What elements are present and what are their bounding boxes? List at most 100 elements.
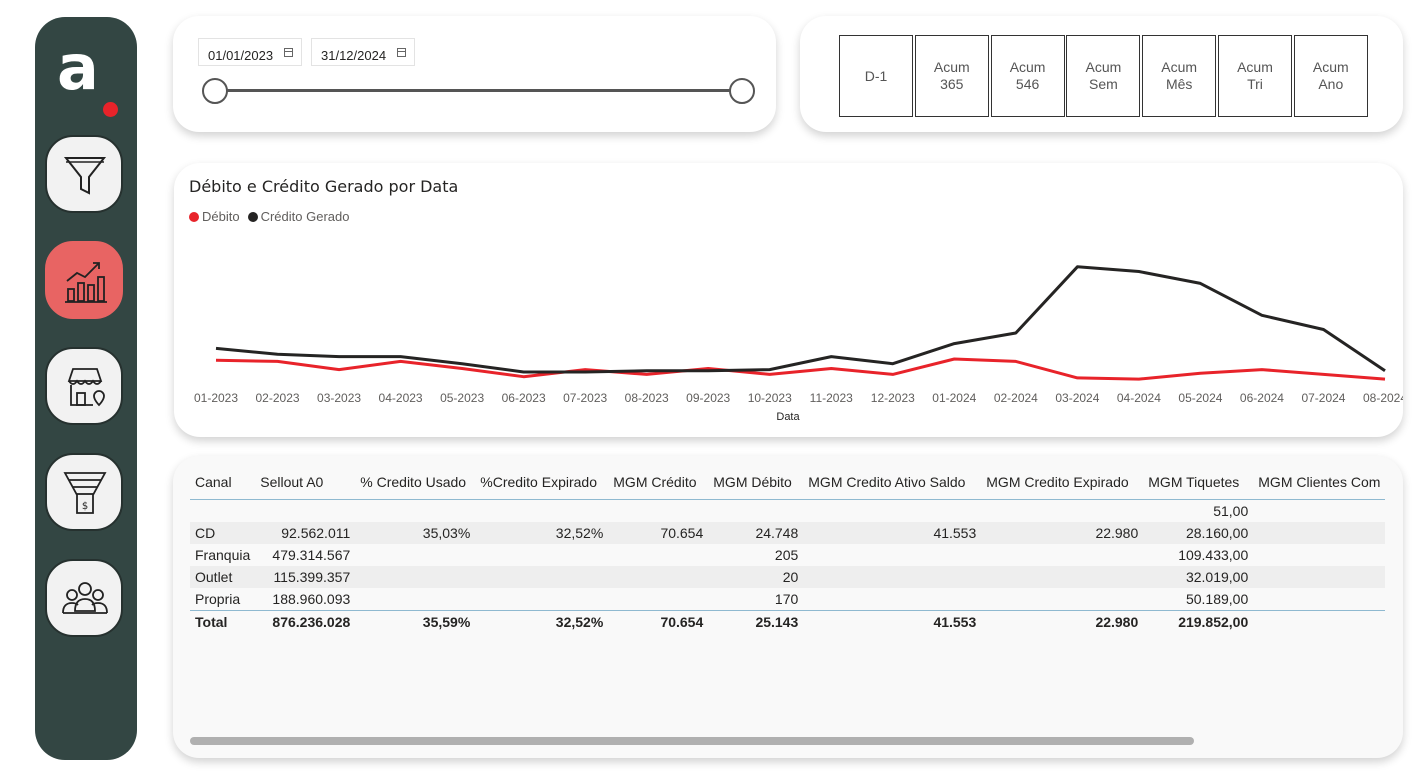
table-cell: 479.314.567 — [272, 547, 351, 563]
table-cell — [803, 566, 982, 588]
table-row[interactable]: Outlet 115.399.357 20 32.019,00 — [190, 566, 1386, 588]
table-cell — [1253, 522, 1386, 544]
date-slider-track[interactable] — [213, 89, 741, 92]
users-group-icon — [62, 582, 108, 614]
table-cell — [708, 500, 803, 523]
table-cell: 41.553 — [803, 610, 982, 633]
brand-logo: a — [57, 33, 127, 117]
table-cell — [355, 566, 476, 588]
x-tick-label: 09-2023 — [686, 391, 730, 405]
nav-filter-button[interactable] — [45, 135, 123, 213]
period-button-3[interactable]: Acum Sem — [1066, 35, 1141, 117]
period-button-5[interactable]: Acum Tri — [1218, 35, 1292, 117]
period-button-4[interactable]: Acum Mês — [1142, 35, 1217, 117]
table-cell: 20 — [708, 566, 804, 588]
date-slider-end-handle[interactable] — [729, 78, 755, 104]
table-cell: 205 — [774, 547, 799, 563]
table-container: Canal Sellout A0% Credito Usado %Credito E… — [190, 465, 1386, 725]
period-button-6[interactable]: Acum Ano — [1293, 35, 1368, 117]
table-cell: 35,59% — [355, 610, 476, 633]
x-tick-label: 10-2023 — [748, 391, 792, 405]
line-chart: 01-2023 02-2023 03-2023 04-2023 05-2023 06-20… — [194, 265, 1403, 423]
table-cell — [1253, 610, 1386, 633]
table-cell: Outlet — [190, 566, 256, 588]
date-slider-start-handle[interactable] — [202, 78, 228, 104]
start-date-input[interactable]: 01/01/2023 — [198, 38, 302, 66]
table-cell — [803, 500, 981, 523]
table-cell: 70.654 — [608, 610, 709, 633]
x-tick-label: 11-2023 — [810, 391, 853, 405]
x-tick-label: 12-2023 — [871, 391, 915, 405]
x-tick-label: 02-2023 — [256, 391, 300, 405]
column-header[interactable]: MGM Tiquetes — [1143, 465, 1254, 500]
table-cell — [981, 544, 1143, 566]
table-total-row[interactable]: Total 876.236.028 35,59% 32,52% 70.654 25.143… — [190, 610, 1386, 633]
nav-users-button[interactable] — [45, 559, 123, 637]
table-row[interactable]: 51,00 — [190, 500, 1385, 523]
table-cell — [475, 588, 608, 611]
legend-item-credito[interactable]: Crédito Gerado — [247, 209, 350, 224]
table-cell: 22.980 — [981, 610, 1144, 633]
x-tick-label: 04-2023 — [379, 391, 423, 405]
x-tick-label: 01-2024 — [932, 391, 976, 405]
x-tick-label: 04-2024 — [1117, 391, 1161, 405]
column-header[interactable]: MGM Clientes Com — [1253, 465, 1386, 500]
x-axis-label: Data — [776, 411, 800, 423]
period-button-0[interactable]: D-1 — [839, 35, 913, 117]
series-line-0[interactable] — [215, 357, 1386, 381]
calendar-icon — [284, 48, 293, 57]
table-cell: 51,00 — [1213, 503, 1249, 519]
table-cell: 35,03% — [355, 522, 476, 544]
table-row[interactable]: CD 92.562.011 35,03% 32,52% 70.654 24.748 41.5… — [190, 522, 1386, 544]
legend-item-debito[interactable]: Débito — [189, 209, 240, 224]
table-cell: 24.748 — [708, 522, 804, 544]
table-cell — [1253, 566, 1386, 588]
legend-label-credito: Crédito Gerado — [260, 209, 350, 224]
column-header[interactable]: MGM Credito Ativo Saldo — [803, 465, 982, 500]
column-header[interactable]: MGM Credito Expirado — [981, 465, 1144, 500]
table-cell — [981, 588, 1143, 611]
horizontal-scrollbar[interactable] — [190, 737, 1194, 745]
period-button-2[interactable]: Acum 546 — [990, 35, 1065, 117]
column-header[interactable]: % Credito Usado — [355, 465, 476, 500]
table-cell: 28.160,00 — [1143, 522, 1254, 544]
table-cell — [255, 500, 355, 523]
table-cell — [608, 588, 708, 611]
period-button-1[interactable]: Acum 365 — [914, 35, 989, 117]
table-cell: 32,52% — [475, 522, 609, 544]
nav-store-button[interactable] — [45, 347, 123, 425]
start-date-value: 01/01/2023 — [208, 48, 274, 63]
table-row[interactable]: Franquia 479.314.567 205 109.433,00 — [190, 544, 1385, 566]
svg-text:$: $ — [82, 501, 88, 512]
table-row[interactable]: Propria 188.960.093 170 50.189,00 — [190, 588, 1385, 611]
logo-dot — [103, 102, 118, 117]
end-date-input[interactable]: 31/12/2024 — [311, 38, 415, 66]
x-tick-label: 03-2024 — [1055, 391, 1099, 405]
table-cell: 115.399.357 — [255, 566, 356, 588]
table-cell — [608, 500, 708, 523]
table-cell: 92.562.011 — [255, 522, 356, 544]
table-cell: 219.852,00 — [1143, 610, 1254, 633]
x-tick-label: 03-2023 — [317, 391, 361, 405]
column-header[interactable]: Canal — [190, 465, 256, 500]
table-cell: 170 — [774, 591, 799, 607]
table-cell — [355, 544, 475, 566]
legend-dot-credito — [247, 211, 258, 222]
sidebar: a $ — [35, 17, 137, 760]
column-header[interactable]: Sellout A0 — [255, 465, 356, 500]
column-header[interactable]: MGM Débito — [708, 465, 804, 500]
series-line-1[interactable] — [215, 265, 1386, 374]
nav-sales-funnel-button[interactable]: $ — [45, 453, 123, 531]
legend-dot-debito — [189, 211, 199, 222]
nav-analytics-button[interactable] — [45, 241, 123, 319]
x-tick-label: 07-2024 — [1301, 391, 1345, 405]
table-cell — [981, 500, 1143, 523]
table-cell — [1253, 500, 1385, 523]
data-table: Canal Sellout A0% Credito Usado %Credito E… — [190, 465, 1386, 633]
column-header[interactable]: MGM Crédito — [608, 465, 709, 500]
x-tick-label: 02-2024 — [994, 391, 1038, 405]
column-header[interactable]: %Credito Expirado — [475, 465, 609, 500]
table-cell — [1253, 588, 1385, 611]
x-tick-label: 01-2023 — [194, 391, 238, 405]
table-card: Canal Sellout A0% Credito Usado %Credito E… — [173, 456, 1403, 758]
